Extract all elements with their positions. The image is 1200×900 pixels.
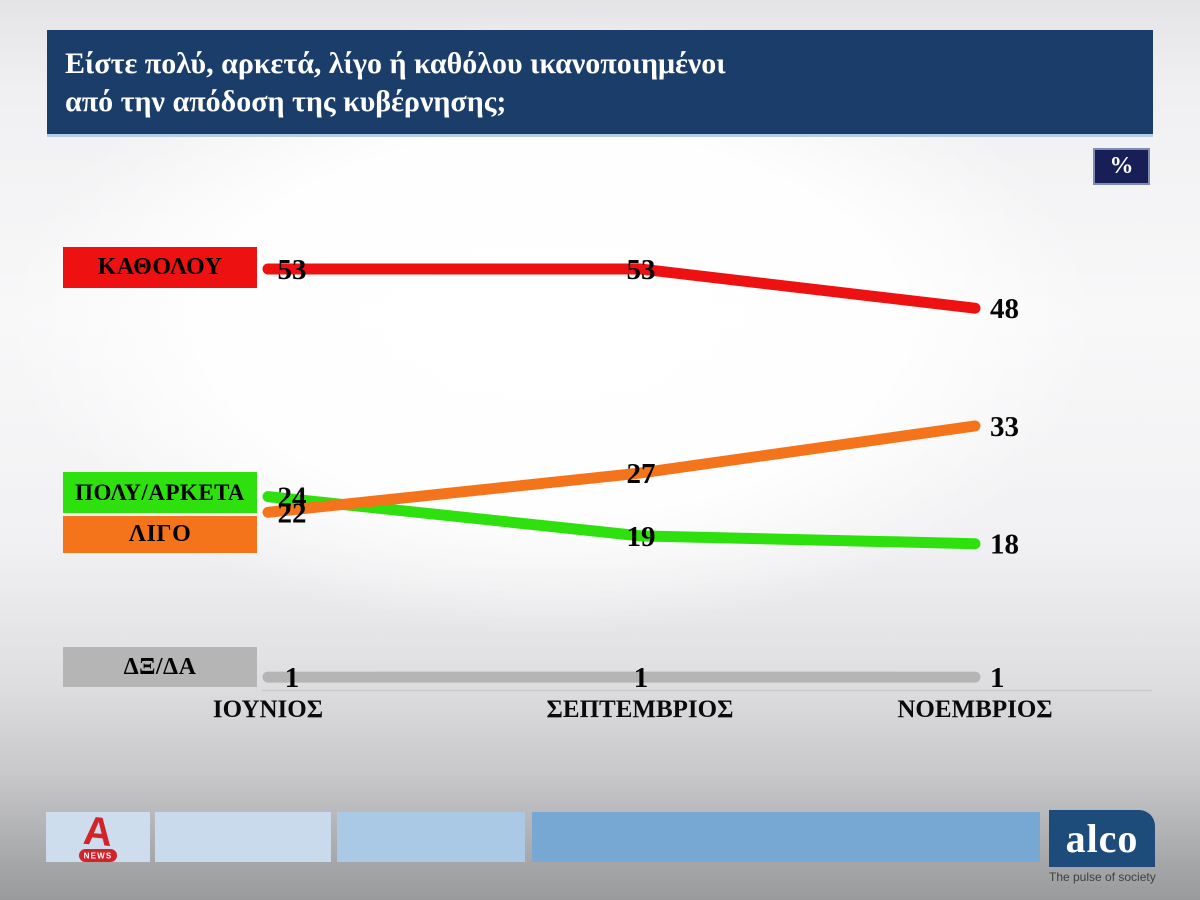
value-label-1-0: 24 (278, 482, 307, 514)
value-label-0-1: 53 (627, 254, 656, 286)
value-label-2-0: 22 (278, 497, 307, 529)
value-label-0-0: 53 (278, 254, 307, 286)
month-label-1: ΣΕΠΤΕΜΒΡΙΟΣ (547, 696, 734, 723)
legend-item-1: ΠΟΛΥ/ΑΡΚΕΤΑ (63, 472, 257, 513)
month-label-2: ΝΟΕΜΒΡΙΟΣ (897, 696, 1052, 723)
month-label-0: ΙΟΥΝΙΟΣ (213, 696, 323, 723)
question-title-line-2: από την απόδοση της κυβέρνησης; (65, 85, 507, 118)
series-line-2 (262, 420, 981, 518)
alco-wordmark-text: alco (1065, 816, 1139, 861)
question-title: Είστε πολύ, αρκετά, λίγο ή καθόλου ικανο… (47, 30, 1153, 137)
news-pill-label: NEWS (84, 852, 113, 861)
value-label-1-2: 18 (990, 529, 1019, 561)
footer-box-3 (337, 812, 525, 862)
alpha-a-glyph: A (82, 811, 115, 855)
alpha-news-logo-box: A NEWS (46, 811, 150, 862)
alco-wordmark: alco (1049, 810, 1155, 867)
legend-item-2: ΛΙΓΟ (63, 516, 257, 553)
percent-badge: % (1093, 148, 1150, 185)
footer-strip: A NEWS alco The pulse of society (0, 810, 1200, 900)
footer-box-4 (532, 812, 1040, 862)
question-title-line-1: Είστε πολύ, αρκετά, λίγο ή καθόλου ικανο… (65, 47, 726, 80)
alpha-news-logo: A NEWS (79, 811, 117, 862)
value-label-3-1: 1 (634, 662, 649, 694)
series-line-1 (262, 491, 981, 550)
value-label-2-1: 27 (627, 458, 656, 490)
value-label-1-1: 19 (627, 521, 656, 553)
legend-item-0: ΚΑΘΟΛΟΥ (63, 247, 257, 288)
news-pill (79, 849, 117, 862)
legend-item-3: ΔΞ/ΔΑ (63, 647, 257, 687)
value-label-2-2: 33 (990, 411, 1019, 443)
footer-box-2 (155, 812, 331, 862)
value-label-3-0: 1 (285, 662, 300, 694)
alco-logo-block: alco The pulse of society (1049, 810, 1156, 884)
value-label-0-2: 48 (990, 293, 1019, 325)
alco-tagline: The pulse of society (1049, 870, 1156, 884)
series-line-0 (262, 263, 981, 314)
value-label-3-2: 1 (990, 662, 1005, 694)
